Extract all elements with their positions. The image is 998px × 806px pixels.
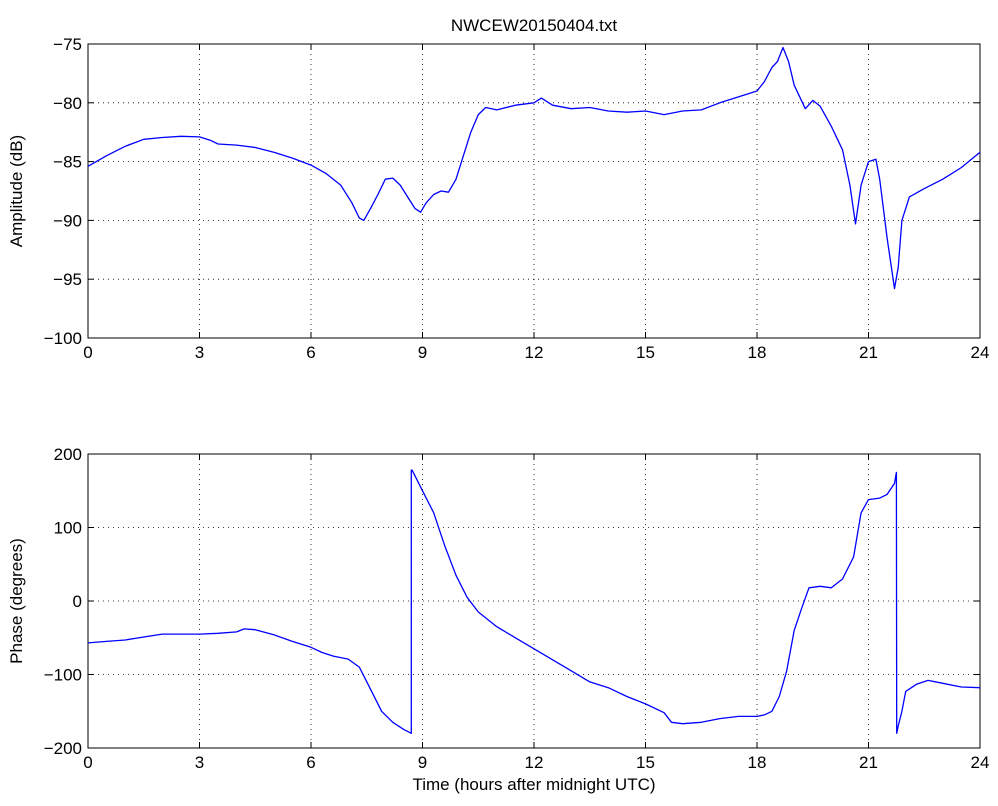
phase-x-tick-label: 9: [418, 753, 427, 772]
phase-x-tick-label: 21: [859, 753, 878, 772]
phase-x-axis-label: Time (hours after midnight UTC): [412, 775, 655, 794]
amplitude-axes-box: [87, 43, 981, 339]
phase-y-tick-label: −200: [44, 739, 82, 758]
amplitude-y-tick-label: −95: [53, 270, 82, 289]
amplitude-x-tick-label: 21: [859, 343, 878, 362]
phase-x-tick-label: 24: [971, 753, 990, 772]
amplitude-y-tick-label: −80: [53, 94, 82, 113]
phase-x-tick-label: 6: [306, 753, 315, 772]
amplitude-y-tick-label: −85: [53, 153, 82, 172]
phase-series-line: [87, 469, 981, 734]
phase-y-axis-label: Phase (degrees): [7, 538, 26, 664]
amplitude-x-tick-label: 0: [83, 343, 92, 362]
phase-y-tick-label: −100: [44, 666, 82, 685]
amplitude-x-tick-label: 18: [748, 343, 767, 362]
amplitude-series-line: [87, 46, 981, 290]
amplitude-y-tick-label: −100: [44, 329, 82, 348]
amplitude-x-tick-label: 3: [195, 343, 204, 362]
amplitude-y-tick-label: −90: [53, 211, 82, 230]
amplitude-x-tick-label: 9: [418, 343, 427, 362]
chart-title: NWCEW20150404.txt: [451, 16, 618, 35]
phase-x-tick-label: 12: [525, 753, 544, 772]
phase-x-tick-label: 0: [83, 753, 92, 772]
amplitude-y-tick-label: −75: [53, 35, 82, 54]
phase-x-tick-label: 18: [748, 753, 767, 772]
phase-y-tick-label: 100: [54, 519, 82, 538]
amplitude-x-tick-label: 24: [971, 343, 990, 362]
amplitude-y-axis-label: Amplitude (dB): [7, 135, 26, 247]
amplitude-panel: 0 3 6 9 12 15 18 21 24 −100 −95 −90 −85 −80 −75 Amplitu…: [7, 35, 989, 362]
phase-x-tick-label: 3: [195, 753, 204, 772]
amplitude-x-tick-label: 12: [525, 343, 544, 362]
phase-y-tick-label: 0: [73, 592, 82, 611]
phase-panel: 0 3 6 9 12 15 18 21 24 −200 −100 0 100 200 Phase (degr…: [7, 445, 989, 794]
amplitude-x-tick-label: 15: [636, 343, 655, 362]
phase-y-tick-label: 200: [54, 445, 82, 464]
amplitude-x-tick-label: 6: [306, 343, 315, 362]
phase-x-tick-label: 15: [636, 753, 655, 772]
